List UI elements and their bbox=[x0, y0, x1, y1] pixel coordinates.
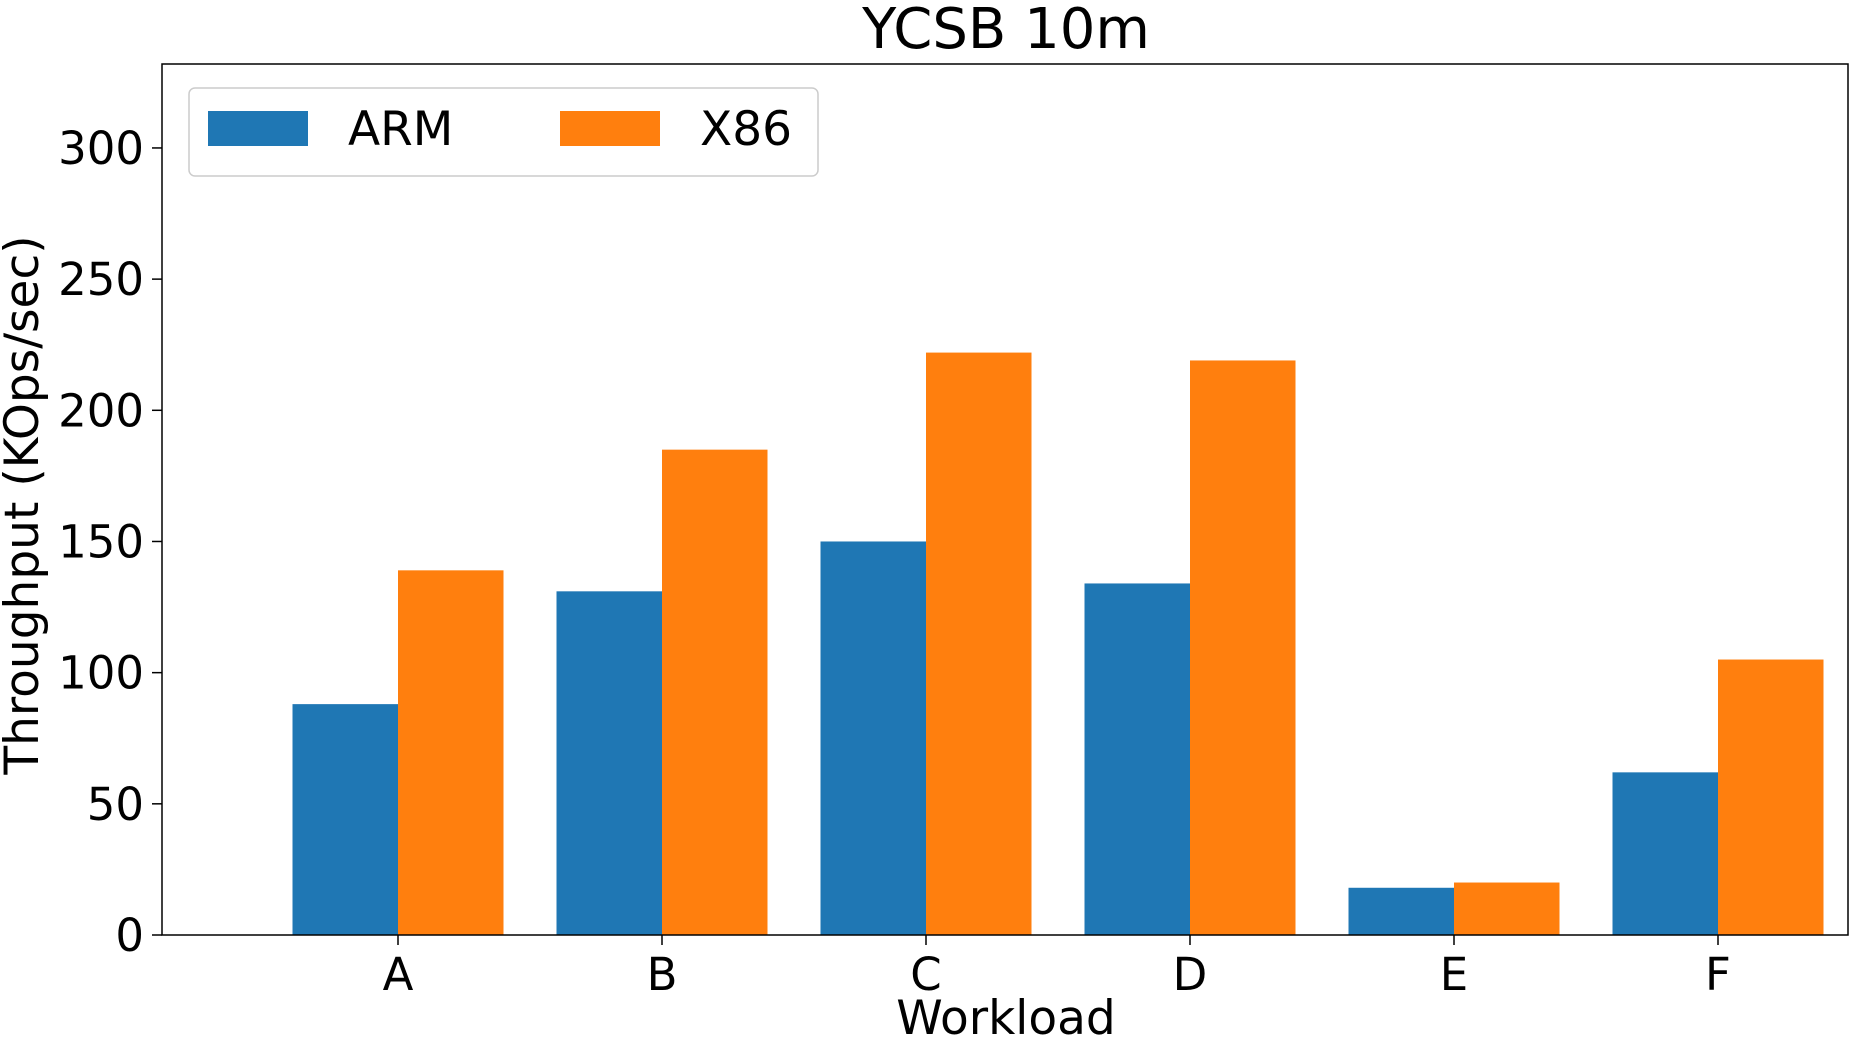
x-axis: A B C D E F bbox=[383, 935, 1731, 1001]
bar-arm-b bbox=[556, 591, 662, 935]
legend-swatch-x86 bbox=[560, 111, 660, 146]
y-tick-label: 300 bbox=[58, 122, 144, 175]
x-axis-label: Workload bbox=[896, 991, 1115, 1046]
y-tick-label: 0 bbox=[115, 909, 144, 962]
y-tick-label: 200 bbox=[58, 384, 144, 437]
bar-x86-d bbox=[1190, 360, 1296, 935]
y-axis: 0 50 100 150 200 250 300 bbox=[58, 122, 162, 962]
legend-label-x86: X86 bbox=[700, 102, 792, 157]
x-tick-label: F bbox=[1705, 948, 1731, 1001]
bar-x86-f bbox=[1718, 659, 1824, 935]
bar-arm-f bbox=[1612, 772, 1718, 935]
bar-group bbox=[292, 352, 1824, 935]
bar-arm-a bbox=[292, 704, 398, 935]
x-tick-label: C bbox=[910, 948, 941, 1001]
y-axis-label: Throughput (KOps/sec) bbox=[0, 235, 50, 775]
chart-title: YCSB 10m bbox=[861, 0, 1150, 62]
legend-label-arm: ARM bbox=[348, 102, 453, 157]
bar-arm-e bbox=[1348, 887, 1454, 935]
bar-arm-c bbox=[820, 541, 926, 935]
bar-x86-a bbox=[398, 570, 504, 935]
y-tick-label: 50 bbox=[87, 778, 144, 831]
bar-x86-c bbox=[926, 352, 1032, 935]
legend: ARM X86 bbox=[188, 87, 819, 177]
x-tick-label: B bbox=[647, 948, 678, 1001]
legend-swatch-arm bbox=[208, 111, 308, 146]
y-tick-label: 150 bbox=[58, 515, 144, 568]
bar-x86-b bbox=[662, 449, 768, 935]
legend-frame bbox=[188, 87, 819, 177]
bar-x86-e bbox=[1454, 882, 1560, 935]
y-tick-label: 100 bbox=[58, 647, 144, 700]
x-tick-label: E bbox=[1440, 948, 1468, 1001]
x-tick-label: A bbox=[383, 948, 414, 1001]
y-tick-label: 250 bbox=[58, 253, 144, 306]
bar-arm-d bbox=[1084, 583, 1190, 935]
x-tick-label: D bbox=[1173, 948, 1208, 1001]
plot-area-frame bbox=[161, 63, 1849, 936]
